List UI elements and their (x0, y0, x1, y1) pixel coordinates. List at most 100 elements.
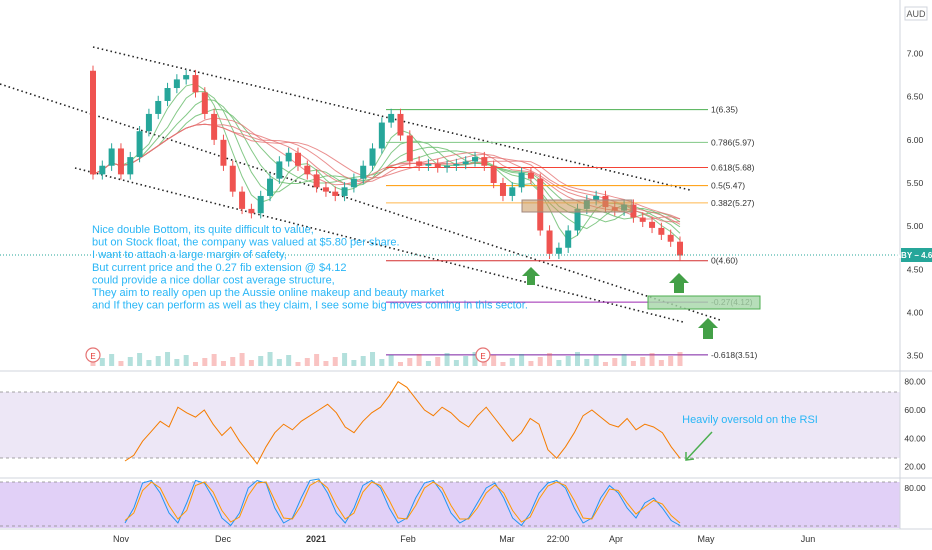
candle-body[interactable] (211, 113, 218, 140)
annotation-text-block[interactable]: Nice double Bottom, its quite difficult … (92, 224, 528, 312)
candle-body[interactable] (136, 131, 143, 158)
candle-body[interactable] (639, 217, 646, 222)
candle-body[interactable] (499, 183, 506, 196)
candle-body[interactable] (481, 157, 488, 166)
candle-body[interactable] (313, 174, 320, 188)
volume-bar (248, 360, 254, 366)
rsi-annotation[interactable]: Heavily oversold on the RSI (682, 414, 818, 426)
candle-body[interactable] (322, 187, 329, 192)
currency-badge[interactable] (904, 6, 928, 21)
candle-body[interactable] (369, 148, 376, 166)
volume-bar (658, 360, 664, 366)
candle-body[interactable] (406, 135, 413, 162)
candle-body[interactable] (462, 161, 469, 165)
candle-body[interactable] (574, 208, 581, 231)
candle-body[interactable] (630, 204, 637, 218)
earnings-marker[interactable]: E (85, 347, 101, 363)
candle-body[interactable] (509, 187, 516, 196)
candle-body[interactable] (425, 164, 432, 166)
candle-body[interactable] (667, 234, 674, 242)
candle-body[interactable] (257, 195, 264, 214)
candle-body[interactable] (658, 227, 665, 235)
fibonacci-levels[interactable]: 1(6.35) 0.786(5.97) 0.618(5.68) 0.5(5.47) 0.… (386, 105, 757, 360)
rsi-band (0, 392, 900, 458)
up-arrow-icon[interactable] (522, 267, 540, 285)
candle-body[interactable] (239, 191, 246, 209)
consolidation-zone[interactable] (521, 199, 633, 213)
candle-body[interactable] (192, 75, 199, 93)
candle-body[interactable] (555, 247, 562, 254)
candle-body[interactable] (145, 113, 152, 132)
volume-bar (332, 357, 338, 366)
candle-body[interactable] (378, 122, 385, 149)
candle-body[interactable] (444, 165, 451, 168)
up-arrow-icon[interactable] (669, 273, 689, 293)
candle-body[interactable] (117, 148, 124, 175)
candle-body[interactable] (294, 152, 301, 166)
volume-bar (351, 360, 357, 366)
candle-body[interactable] (155, 100, 162, 114)
stoch-k-line[interactable] (124, 478, 681, 527)
fib-extension-target-zone[interactable] (647, 295, 761, 310)
candle-body[interactable] (99, 165, 106, 175)
time-tick-label: Feb (400, 534, 416, 544)
candle-body[interactable] (332, 191, 339, 196)
candle-body[interactable] (350, 178, 357, 188)
candle-body[interactable] (248, 208, 255, 214)
rsi-axis[interactable]: 80.00 60.00 40.00 20.00 (904, 377, 926, 472)
candle-body[interactable] (173, 79, 180, 89)
candle-body[interactable] (434, 164, 441, 168)
candle-body[interactable] (649, 221, 656, 228)
candle-body[interactable] (490, 165, 497, 183)
candle-body[interactable] (472, 157, 479, 162)
volume-bar (109, 354, 115, 366)
volume-bar (556, 360, 562, 366)
channel-middle-trendline[interactable] (0, 83, 721, 321)
candle-body[interactable] (388, 113, 395, 123)
volume-bar (137, 353, 143, 366)
volume-bar (668, 356, 674, 366)
rsi-line[interactable] (124, 381, 681, 465)
candle-body[interactable] (183, 75, 190, 80)
last-price-tag[interactable] (901, 248, 932, 262)
volume-bar (584, 359, 590, 366)
volume-bar (397, 362, 403, 366)
earnings-marker[interactable]: E (475, 347, 491, 363)
fib-level-label: 0.618(5.68) (711, 162, 755, 172)
candle-body[interactable] (341, 187, 348, 196)
candle-body[interactable] (677, 241, 683, 256)
channel-lower-trendline[interactable] (74, 167, 684, 323)
stoch-axis[interactable]: 80.00 (904, 483, 926, 493)
time-tick-label: 22:00 (547, 534, 570, 544)
candle-body[interactable] (127, 157, 134, 175)
candle-body[interactable] (518, 172, 525, 188)
candle-body[interactable] (276, 161, 283, 179)
candle-body[interactable] (453, 164, 460, 166)
candle-body[interactable] (397, 113, 404, 136)
candle-body[interactable] (267, 178, 274, 196)
stoch-d-line[interactable] (124, 479, 681, 524)
annotation-line: They aim to really open up the Aussie on… (92, 287, 444, 299)
candle-body[interactable] (593, 195, 600, 201)
candle-body[interactable] (220, 139, 227, 166)
candle-body[interactable] (229, 165, 236, 192)
candle-body[interactable] (108, 148, 115, 166)
candle-body[interactable] (546, 230, 553, 254)
candle-body[interactable] (565, 230, 572, 248)
candle-body[interactable] (285, 152, 292, 162)
candle-body[interactable] (360, 165, 367, 179)
fib-level-label: 0.382(5.27) (711, 198, 755, 208)
volume-bar (192, 362, 198, 366)
candle-body[interactable] (527, 172, 534, 179)
candle-body[interactable] (304, 165, 311, 175)
rsi-annotation-arrow[interactable] (685, 431, 713, 461)
candle-body[interactable] (201, 92, 208, 114)
volume-bars (90, 352, 683, 366)
candle-body[interactable] (416, 161, 423, 166)
up-arrow-icon[interactable] (698, 318, 718, 339)
time-axis[interactable]: Nov Dec 2021 Feb Mar 22:00 Apr May Jun (113, 534, 815, 544)
candle-body[interactable] (90, 70, 96, 175)
candle-body[interactable] (164, 88, 171, 101)
fib-level-label: 1(6.35) (711, 105, 738, 115)
